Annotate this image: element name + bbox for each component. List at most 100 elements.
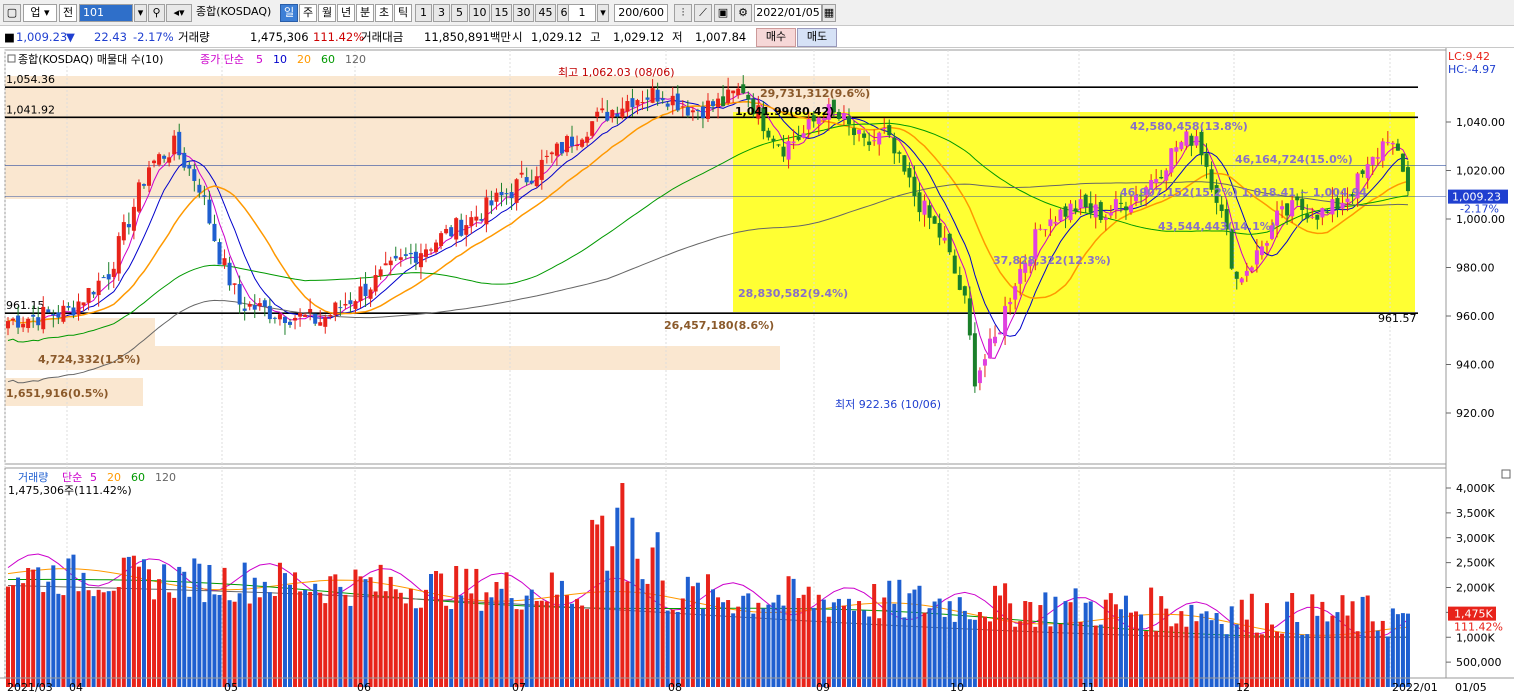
date-input[interactable]: 2022/01/05 <box>754 4 822 22</box>
settings-icon[interactable]: ⚙ <box>734 4 752 22</box>
sell-button[interactable]: 매도 <box>797 28 837 47</box>
interval-input[interactable]: 1 <box>568 4 596 22</box>
volume-bar-14 <box>76 591 81 687</box>
period-tab-4[interactable]: 분 <box>356 4 374 22</box>
candle-body-210 <box>1063 206 1068 217</box>
prev-button[interactable]: 전 <box>59 4 77 22</box>
volume-bar-165 <box>836 598 841 687</box>
interval-button-45[interactable]: 45 <box>535 4 556 22</box>
candle-body-220 <box>1113 199 1118 211</box>
volume-bar-139 <box>705 574 710 687</box>
volume-bar-225 <box>1139 614 1144 687</box>
save-icon[interactable]: ▣ <box>714 4 732 22</box>
candle-body-55 <box>282 316 287 324</box>
volume-bar-73 <box>373 591 378 687</box>
stock-chart[interactable]: 1,040.00 1,020.00 1,000.00 980.00 960.00 940.… <box>0 48 1514 697</box>
volume-bar-209 <box>1058 623 1063 687</box>
candle-body-94 <box>479 219 484 221</box>
market-select[interactable]: 업 ▾ <box>23 4 57 22</box>
speaker-icon[interactable]: ◂▾ <box>166 4 192 22</box>
candle-body-164 <box>831 99 836 113</box>
calendar-icon[interactable]: ▦ <box>822 4 836 22</box>
volume-bar-207 <box>1048 626 1053 687</box>
candle-body-78 <box>398 257 403 260</box>
candle-body-269 <box>1360 170 1365 174</box>
period-tab-1[interactable]: 주 <box>299 4 317 22</box>
volume-bar-104 <box>529 589 534 687</box>
period-tab-3[interactable]: 년 <box>337 4 355 22</box>
candle-body-22 <box>116 236 121 274</box>
volume-bar-229 <box>1159 596 1164 687</box>
candle-body-65 <box>333 302 338 316</box>
interval-button-1[interactable]: 1 <box>415 4 432 22</box>
ma-legend-60: 60 <box>321 53 335 66</box>
quote-price: 1,009.23 <box>16 30 68 44</box>
candle-body-39 <box>202 195 207 197</box>
search-icon[interactable]: ⚲ <box>148 4 165 22</box>
code-dropdown-icon[interactable]: ▾ <box>134 4 147 22</box>
quote-change-pct: -2.17% <box>133 30 174 44</box>
volume-bar-76 <box>388 576 393 687</box>
volume-bar-93 <box>474 568 479 687</box>
interval-button-3[interactable]: 3 <box>433 4 450 22</box>
volume-panel-menu-icon <box>1501 469 1511 479</box>
volume-bar-240 <box>1214 613 1219 687</box>
volume-bar-223 <box>1128 612 1133 687</box>
quote-low: 1,007.84 <box>695 30 747 44</box>
candle-body-181 <box>917 192 922 213</box>
candle-body-250 <box>1264 243 1269 246</box>
buy-button[interactable]: 매수 <box>756 28 796 47</box>
interval-dropdown-icon[interactable]: ▾ <box>597 4 609 22</box>
volume-bar-98 <box>499 588 504 687</box>
volume-bar-17 <box>91 596 96 687</box>
candle-body-231 <box>1169 148 1174 173</box>
candle-body-2 <box>16 315 21 328</box>
volume-bar-204 <box>1033 626 1038 687</box>
candle-body-70 <box>358 286 363 302</box>
volume-bar-186 <box>942 616 947 687</box>
volume-bar-18 <box>96 589 101 687</box>
candle-body-76 <box>388 260 393 266</box>
candle-body-85 <box>434 242 439 252</box>
draw-tool-icon[interactable]: ⟋ <box>694 4 712 22</box>
window-icon[interactable]: ▢ <box>3 4 21 22</box>
interval-button-30[interactable]: 30 <box>513 4 534 22</box>
interval-button-5[interactable]: 5 <box>451 4 468 22</box>
volume-bar-16 <box>86 590 91 687</box>
candle-body-30 <box>157 154 162 165</box>
candle-type-icon[interactable]: ⫶ <box>674 4 692 22</box>
volume-bar-248 <box>1254 632 1259 687</box>
period-tab-0[interactable]: 일 <box>280 4 298 22</box>
volume-bar-168 <box>852 610 857 687</box>
period-tab-6[interactable]: 틱 <box>394 4 412 22</box>
volume-bar-2 <box>16 577 21 687</box>
volume-bar-176 <box>892 603 897 687</box>
candle-body-52 <box>267 305 272 320</box>
period-tab-2[interactable]: 월 <box>318 4 336 22</box>
candle-body-120 <box>610 110 615 118</box>
period-tab-5[interactable]: 초 <box>375 4 393 22</box>
candle-body-16 <box>86 287 91 303</box>
volume-bar-55 <box>282 573 287 687</box>
count-input[interactable]: 200/600 <box>614 4 668 22</box>
code-input[interactable]: 101 <box>79 4 133 22</box>
candle-body-272 <box>1375 157 1380 159</box>
volume-label: 거래량 <box>178 30 210 44</box>
interval-button-15[interactable]: 15 <box>491 4 512 22</box>
volume-ma-legend-20: 20 <box>107 471 121 484</box>
current-price-tag-bg <box>1448 189 1508 204</box>
x-axis-label-9: 12 <box>1236 681 1250 694</box>
candle-body-207 <box>1048 219 1053 227</box>
volume-bar-258 <box>1305 634 1310 687</box>
candle-body-46 <box>237 284 242 305</box>
volume-bar-91 <box>464 568 469 687</box>
candle-body-102 <box>519 172 524 175</box>
x-axis-label-0: 2021/03 <box>7 681 53 694</box>
volume-bar-190 <box>962 610 967 687</box>
volume-bar-214 <box>1083 602 1088 687</box>
candle-body-189 <box>957 275 962 290</box>
candle-body-176 <box>892 137 897 154</box>
candle-body-19 <box>101 277 106 279</box>
interval-button-10[interactable]: 10 <box>469 4 490 22</box>
volume-bar-196 <box>993 585 998 687</box>
